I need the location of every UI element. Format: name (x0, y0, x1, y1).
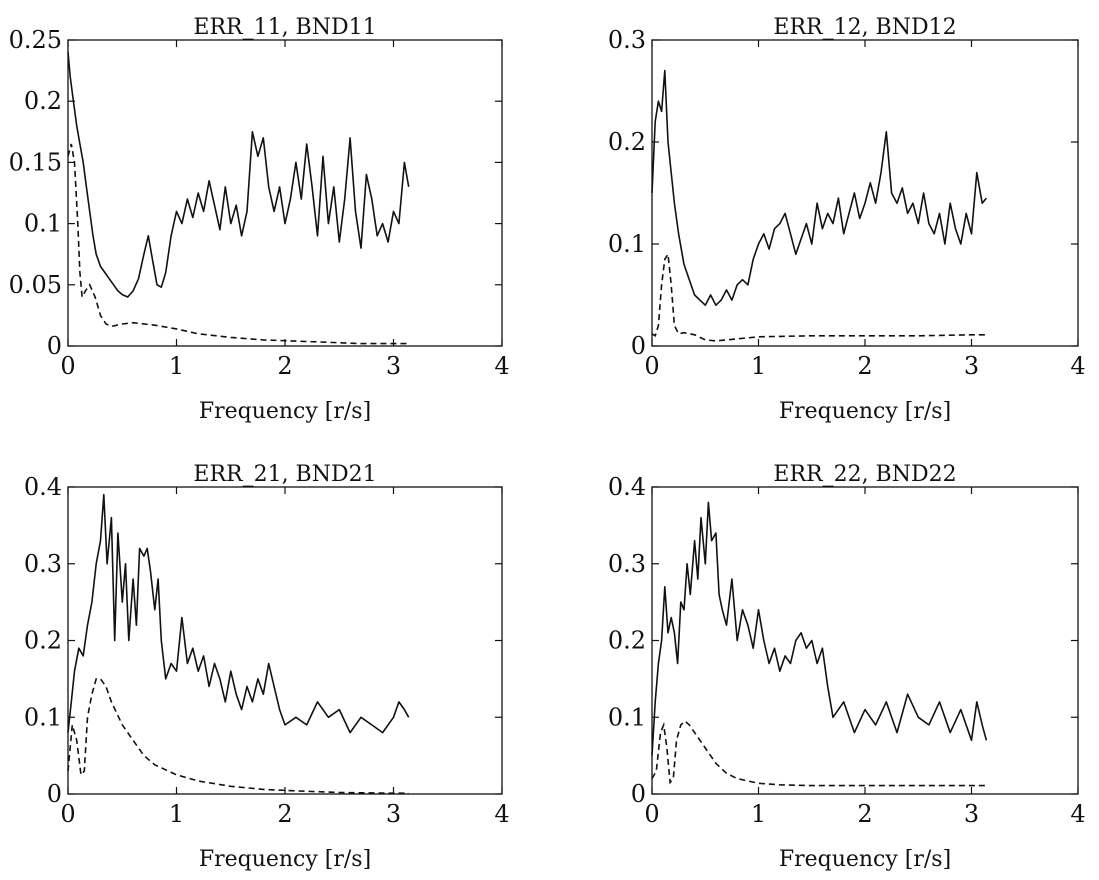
y-tick-label: 0.4 (24, 473, 62, 501)
y-tick-label: 0.3 (608, 550, 646, 578)
y-tick-label: 0.05 (9, 271, 62, 299)
x-tick-label: 4 (1070, 352, 1085, 380)
x-tick-label: 0 (60, 352, 75, 380)
x-tick-label: 0 (644, 800, 659, 828)
y-tick-label: 0.25 (9, 26, 62, 54)
chart-panel-1: 0 1 2 3 4 0 0.05 0.1 0.15 0.2 0.25 ERR_11, BND11 Fre… (9, 15, 510, 424)
x-tick-label: 0 (60, 800, 75, 828)
y-tick-label: 0 (47, 780, 62, 808)
axes-frame (67, 39, 503, 347)
x-tick-label: 1 (169, 352, 184, 380)
x-axis-label: Frequency [r/s] (199, 399, 371, 424)
y-tick-label: 0.2 (24, 87, 62, 115)
x-tick-label: 3 (964, 352, 979, 380)
x-tick-label: 3 (964, 800, 979, 828)
x-tick-label: 1 (751, 352, 766, 380)
x-tick-label: 4 (1070, 800, 1085, 828)
y-tick-label: 0.1 (24, 210, 62, 238)
y-tick-label: 0.1 (24, 703, 62, 731)
y-tick-label: 0.1 (608, 230, 646, 258)
x-tick-label: 2 (857, 800, 872, 828)
x-axis-label: Frequency [r/s] (199, 847, 371, 872)
x-tick-label: 0 (644, 352, 659, 380)
x-tick-label: 2 (277, 800, 292, 828)
x-tick-label: 4 (494, 352, 509, 380)
x-tick-label: 1 (169, 800, 184, 828)
x-tick-label: 4 (494, 800, 509, 828)
axes-frame (67, 486, 503, 795)
x-tick-label: 2 (277, 352, 292, 380)
error-series-line (651, 69, 988, 307)
y-tick-label: 0 (47, 332, 62, 360)
bound-series-line (651, 251, 987, 342)
y-tick-label: 0.2 (608, 128, 646, 156)
y-tick-label: 0 (631, 780, 646, 808)
y-tick-label: 0.2 (608, 627, 646, 655)
y-tick-label: 0.3 (608, 26, 646, 54)
axes-frame (651, 39, 1079, 347)
y-tick-label: 0.4 (608, 473, 646, 501)
y-tick-label: 0.1 (608, 703, 646, 731)
x-axis-label: Frequency [r/s] (779, 847, 951, 872)
bound-series-line (67, 143, 409, 345)
chart-panel-3: 0 1 2 3 4 0 0.1 0.2 0.3 0.4 ERR_21, BND21 Frequency… (24, 462, 510, 872)
chart-panel-4: 0 1 2 3 4 0 0.1 0.2 0.3 0.4 ERR_22, BND22 Frequency… (608, 462, 1086, 872)
error-series-line (651, 501, 988, 756)
bound-series-line (67, 678, 409, 795)
chart-title: ERR_22, BND22 (773, 462, 956, 487)
error-series-line (67, 52, 410, 298)
error-series-line (67, 493, 410, 734)
chart-title: ERR_11, BND11 (193, 15, 376, 40)
y-tick-label: 0.15 (9, 148, 62, 176)
x-tick-label: 3 (386, 352, 401, 380)
chart-title: ERR_12, BND12 (773, 15, 956, 40)
y-tick-label: 0 (631, 332, 646, 360)
y-tick-label: 0.3 (24, 550, 62, 578)
x-tick-label: 1 (751, 800, 766, 828)
bound-series-line (651, 720, 987, 787)
chart-panel-2: 0 1 2 3 4 0 0.1 0.2 0.3 ERR_12, BND12 Frequency [r… (608, 15, 1086, 424)
x-axis-label: Frequency [r/s] (779, 399, 951, 424)
x-tick-label: 2 (857, 352, 872, 380)
chart-title: ERR_21, BND21 (193, 462, 376, 487)
y-tick-label: 0.2 (24, 627, 62, 655)
x-tick-label: 3 (386, 800, 401, 828)
